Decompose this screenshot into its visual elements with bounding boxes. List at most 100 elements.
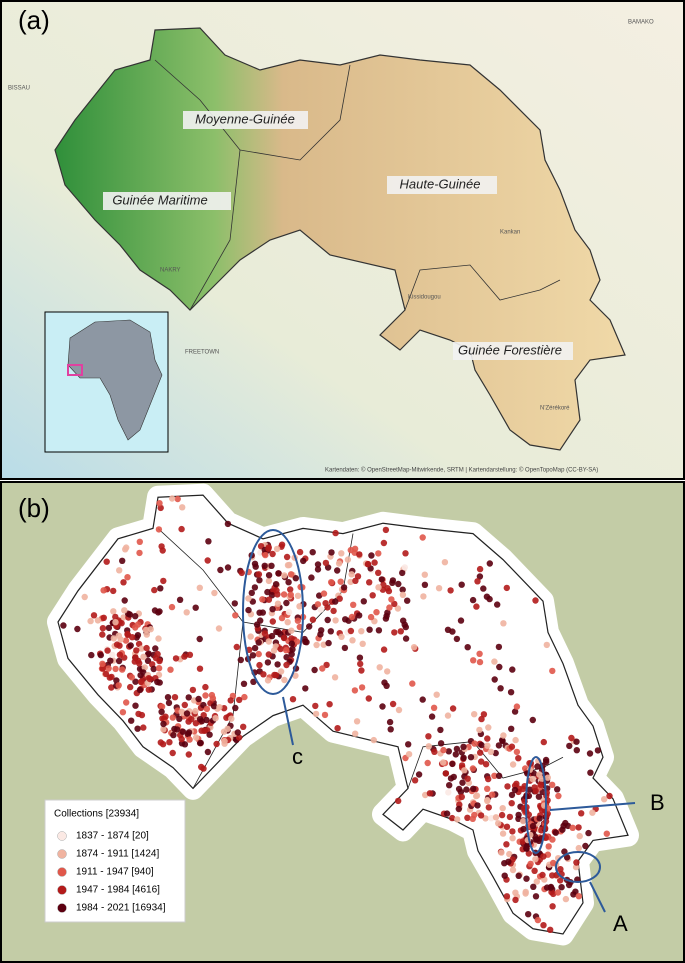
collection-dot: [287, 591, 294, 598]
collection-dot: [334, 567, 341, 574]
collection-dot: [134, 725, 141, 732]
collection-dot: [476, 565, 484, 573]
collection-dot: [212, 715, 219, 722]
collection-dot: [128, 674, 135, 681]
collection-dot: [255, 650, 262, 658]
collection-dot: [389, 579, 396, 586]
collection-dot: [520, 817, 527, 825]
collection-dot: [162, 713, 169, 720]
collection-dot: [554, 786, 561, 793]
collection-dot: [288, 627, 295, 634]
collection-dot: [213, 740, 220, 748]
collection-dot: [573, 859, 580, 866]
collection-dot: [371, 559, 378, 566]
collection-dot: [444, 626, 452, 633]
collection-dot: [446, 782, 453, 789]
collection-dot: [467, 754, 475, 761]
collection-dot: [105, 665, 112, 672]
collection-dot: [326, 701, 333, 708]
collection-dot: [507, 689, 515, 696]
collection-dot: [491, 676, 498, 683]
collection-dot: [529, 775, 536, 783]
collection-dot: [236, 696, 243, 704]
collection-dot: [233, 643, 240, 651]
collection-dot: [543, 641, 550, 649]
collection-dot: [288, 651, 295, 658]
collection-dot: [115, 632, 123, 639]
collection-dot: [196, 635, 203, 643]
collection-dot: [460, 754, 467, 761]
collection-dot: [606, 792, 613, 800]
collection-dot: [296, 548, 304, 556]
collection-dot: [283, 553, 291, 561]
collection-dot: [332, 617, 339, 624]
collection-dot: [332, 529, 339, 537]
collection-dot: [156, 500, 163, 507]
collection-dot: [509, 866, 517, 874]
collection-dot: [573, 747, 580, 754]
collection-dot: [265, 638, 272, 645]
collection-dot: [136, 549, 143, 557]
collection-dot: [240, 723, 247, 730]
collection-dot: [268, 592, 276, 599]
collection-dot: [542, 756, 550, 764]
collection-dot: [534, 916, 542, 924]
collection-dot: [169, 714, 176, 721]
collection-dot: [337, 578, 344, 585]
collection-dot: [419, 696, 426, 703]
collection-dot: [505, 858, 512, 865]
collection-dot: [532, 836, 539, 843]
collection-dot: [447, 587, 454, 594]
collection-dot: [316, 592, 323, 599]
collection-dot: [430, 704, 438, 711]
collection-dot: [495, 772, 503, 779]
collection-dot: [532, 787, 539, 795]
collection-dot: [309, 616, 317, 623]
collection-dot: [160, 577, 167, 585]
collection-dot: [491, 658, 498, 665]
collection-dot: [104, 647, 111, 654]
annotation: B: [650, 790, 665, 815]
collection-dot: [94, 617, 102, 624]
collection-dot: [90, 612, 98, 619]
collection-dot: [327, 628, 334, 635]
collection-dot: [437, 726, 444, 734]
collection-dot: [338, 550, 345, 557]
collection-dot: [375, 627, 383, 634]
collection-dot: [181, 701, 188, 709]
collection-dot: [515, 815, 522, 822]
collection-dot: [292, 672, 299, 679]
collection-dot: [240, 680, 248, 687]
collection-dot: [534, 763, 541, 770]
collection-dot: [211, 589, 218, 597]
collection-dot: [552, 829, 559, 836]
collection-dot: [251, 584, 259, 591]
collection-dot: [344, 556, 352, 563]
collection-dot: [572, 888, 579, 895]
collection-dot: [331, 674, 339, 681]
collection-dot: [370, 736, 377, 744]
place-label: Kissidougou: [408, 295, 441, 301]
collection-dot: [183, 710, 191, 717]
collection-dot: [330, 607, 337, 615]
collection-dot: [439, 759, 447, 766]
collection-dot: [550, 859, 557, 867]
collection-dot: [360, 598, 367, 605]
collection-dot: [231, 600, 238, 607]
collection-dot: [167, 666, 174, 673]
collection-dot: [547, 926, 554, 933]
collection-dot: [74, 625, 81, 633]
collection-dot: [105, 624, 113, 632]
collection-dot: [100, 614, 108, 621]
collection-dot: [99, 665, 107, 672]
arrow: [589, 881, 606, 913]
collection-dot: [477, 749, 484, 756]
collection-dot: [489, 791, 496, 798]
collection-dot: [168, 495, 176, 502]
collection-dot: [471, 711, 478, 718]
collection-dot: [186, 736, 193, 743]
collection-dot: [174, 495, 181, 503]
collection-dot: [196, 665, 204, 672]
collection-dot: [137, 678, 145, 686]
collection-dot: [238, 569, 245, 577]
